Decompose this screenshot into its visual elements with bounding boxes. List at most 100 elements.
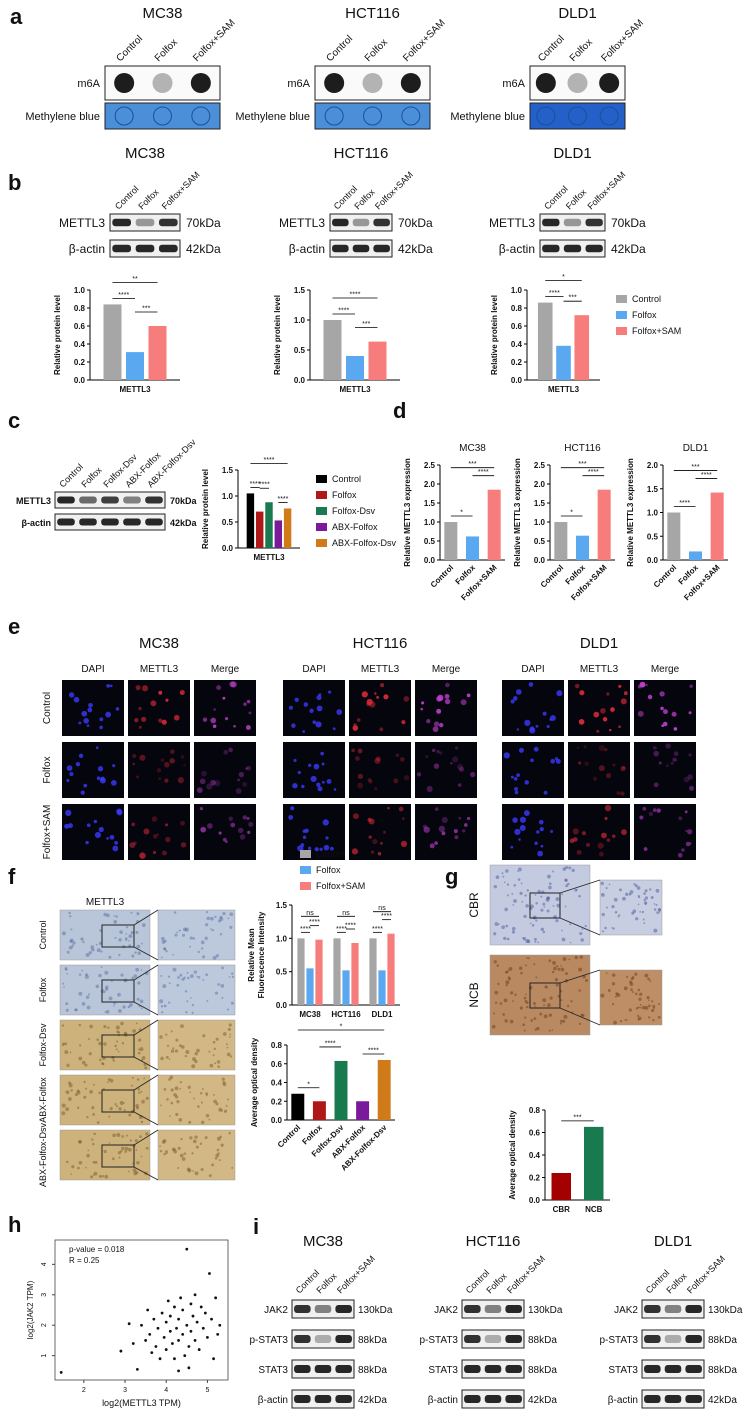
lane-label: Folfox [363, 37, 390, 64]
significance-label: **** [350, 292, 361, 299]
blot-band [373, 218, 390, 227]
cell [516, 728, 520, 731]
zoom-line [559, 969, 601, 984]
significance-label: **** [325, 1040, 336, 1047]
ihc-cell [212, 1054, 215, 1057]
blot-band [505, 1365, 522, 1373]
ihc-cell [542, 998, 547, 1003]
ihc-cell [163, 1004, 167, 1008]
column-label: METTL3 [140, 664, 179, 675]
blot-band [685, 1335, 702, 1343]
ihc-cell [185, 1049, 190, 1054]
ihc-cell [637, 1014, 640, 1017]
ihc-cell [184, 927, 189, 932]
ihc-cell [79, 1044, 82, 1047]
cell [86, 823, 91, 828]
cell [239, 834, 246, 840]
ihc-cell [501, 925, 505, 930]
cell [376, 695, 380, 699]
cell [323, 844, 330, 851]
row-label: m6A [77, 78, 100, 90]
ihc-cell [170, 1088, 174, 1092]
cell [433, 763, 440, 769]
ihc-cell [205, 923, 209, 927]
ihc-cell [211, 1163, 215, 1167]
dot [324, 73, 345, 93]
bar [351, 943, 359, 1005]
point [216, 1332, 220, 1336]
lane-label: Folfox+SAM [191, 18, 237, 64]
cell [612, 763, 616, 767]
ihc-cell [112, 1133, 116, 1138]
ihc-cell [86, 1115, 89, 1119]
cell [600, 708, 606, 714]
y-axis-label: log2(JAK2 TPM) [26, 1280, 35, 1339]
ihc-cell [161, 1011, 164, 1014]
cell [297, 770, 301, 775]
blot-band [314, 1395, 332, 1403]
cell [671, 757, 676, 762]
legend-label: Folfox+SAM [316, 881, 365, 891]
significance-label: **** [264, 457, 275, 464]
blot-band [145, 496, 163, 504]
cell [133, 841, 137, 846]
ihc-cell [643, 922, 646, 925]
cell [458, 766, 465, 772]
cell [681, 848, 685, 852]
ihc-cell [228, 1023, 232, 1027]
ihc-cell [648, 1004, 651, 1008]
size-label: 88kDa [358, 1365, 387, 1376]
blot-band [563, 218, 582, 227]
cell [132, 753, 137, 759]
ihc-cell [556, 965, 559, 968]
ihc-cell [549, 882, 552, 885]
ihc-cell [99, 929, 102, 932]
y-tick-label: 0.0 [276, 1001, 288, 1010]
point [144, 1339, 148, 1342]
cell [543, 790, 548, 795]
ihc-cell [521, 900, 524, 903]
cell [302, 730, 306, 733]
group-title: MC38 [139, 635, 179, 652]
bar [246, 493, 255, 548]
bar [315, 939, 323, 1005]
cell [458, 816, 462, 820]
ihc-cell [535, 919, 538, 922]
y-tick-label: 0.2 [271, 1097, 283, 1106]
zoom-box [101, 1144, 135, 1168]
cell [87, 707, 93, 713]
bar [574, 315, 590, 380]
ihc-cell [115, 1105, 118, 1108]
y-tick-label: 1.5 [534, 499, 546, 508]
blot-title: DLD1 [558, 5, 596, 22]
cell [367, 817, 372, 822]
cell [132, 762, 136, 766]
point [168, 1314, 172, 1318]
row-label: JAK2 [264, 1305, 288, 1316]
ihc-cell [163, 1152, 167, 1156]
ihc-cell [634, 972, 638, 976]
ihc-cell [229, 912, 234, 917]
ihc-cell [658, 1002, 661, 1005]
ihc-cell [525, 964, 528, 967]
ihc-cell [197, 950, 201, 954]
stain-dot [363, 106, 382, 126]
ihc-cell [163, 1087, 167, 1091]
ihc-cell [552, 961, 557, 965]
ihc-cell [134, 1139, 138, 1143]
cell [604, 747, 608, 752]
cell [351, 748, 355, 753]
row-label: METTL3 [489, 216, 535, 230]
ihc-cell [522, 1023, 525, 1027]
cell [115, 707, 120, 711]
ihc-cell [165, 1055, 169, 1059]
cell [510, 775, 514, 779]
cell [673, 727, 678, 731]
ihc-cell [205, 973, 208, 977]
ihc-cell [210, 916, 214, 921]
ihc-cell [639, 910, 642, 913]
cell [165, 698, 169, 702]
ihc-cell [505, 983, 508, 987]
size-label: 130kDa [708, 1305, 743, 1316]
ihc-cell [542, 902, 546, 906]
